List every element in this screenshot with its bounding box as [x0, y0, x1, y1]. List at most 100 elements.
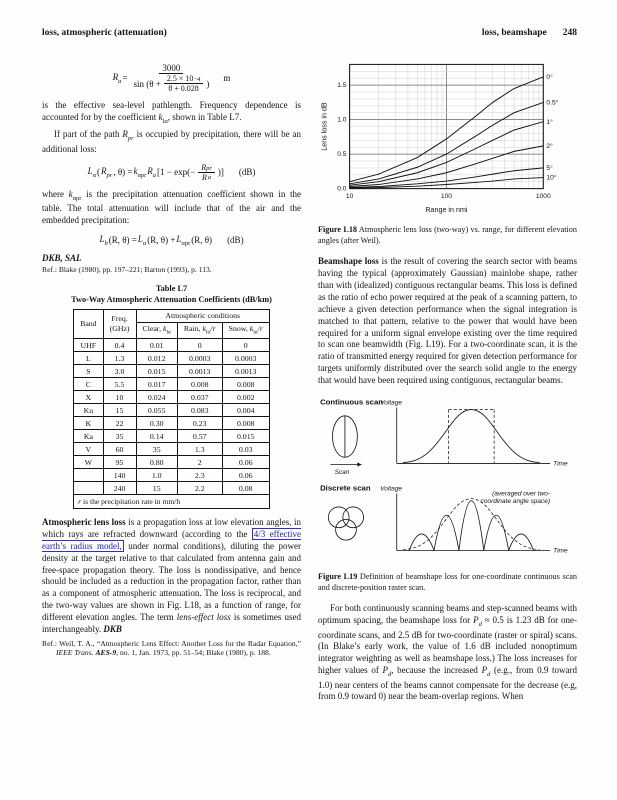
cell-snow: 0.002	[221, 390, 270, 404]
cell-rain: 0.57	[176, 429, 223, 443]
cell-band: K	[73, 416, 104, 430]
scan-arrow-icon	[357, 462, 362, 467]
cell-freq: 22	[102, 416, 137, 430]
time-axis-label-2: Time	[553, 547, 568, 554]
svg-text:10°: 10°	[546, 174, 556, 182]
cell-rain: 2.3	[176, 468, 223, 482]
cell-clear: 0.30	[135, 416, 178, 430]
table-row: L 1.3 0.012 0.0003 0.0003	[73, 351, 270, 365]
continuous-scan-label: Continuous scan	[320, 397, 383, 406]
left-column: Ra = 3000 sin (θ + 2.5 × 10 −4 θ + 0.028 …	[42, 56, 301, 706]
svg-text:1.0: 1.0	[337, 117, 347, 124]
table-row: K 22 0.30 0.23 0.008	[73, 416, 270, 430]
cell-rain: 0.0003	[176, 351, 223, 365]
equation-total-attenuation: Lb (R, θ) = Lα (R, θ) + Lαpr (R, θ) (dB)	[99, 233, 244, 247]
para-beamshape-loss: Beamshape loss is the result of covering…	[318, 256, 578, 386]
fig18-caption: Figure L18 Atmospheric lens loss (two-wa…	[318, 225, 577, 245]
link-effective-earth-radius-model[interactable]: 4/3 effective earth’s radius model,	[42, 527, 301, 552]
cell-rain: 0	[176, 338, 223, 352]
time-axis-label: Time	[553, 460, 568, 467]
svg-text:0.0: 0.0	[337, 186, 347, 193]
col-header-clear: Clear, klα	[135, 321, 178, 340]
ref-weil: Ref.: Weil, T. A., “Atmospheric Lens Eff…	[42, 638, 301, 658]
beam-circle-icon	[335, 518, 357, 541]
svg-text:5°: 5°	[546, 164, 553, 172]
cell-band: L	[73, 351, 104, 365]
svg-text:2°: 2°	[546, 142, 553, 150]
col-header-freq: Freq. (GHz)	[102, 308, 137, 340]
cell-snow: 0.0013	[221, 364, 270, 378]
cell-clear: 0.055	[135, 403, 178, 417]
discrete-scan-label: Discrete scan	[320, 483, 371, 492]
cell-freq: 1.3	[102, 351, 137, 365]
cell-freq: 95	[102, 455, 137, 469]
cell-band	[73, 468, 104, 482]
cell-clear: 0.01	[135, 338, 178, 352]
cell-freq: 140	[102, 468, 137, 482]
col-header-snow: Snow, klα/r	[221, 321, 270, 340]
table-row: C 5.5 0.017 0.008 0.008	[73, 377, 270, 391]
cell-freq: 15	[102, 403, 137, 417]
cell-snow: 0.008	[221, 377, 270, 391]
beam-circle-icon	[342, 506, 364, 529]
cell-band: X	[73, 390, 104, 404]
cell-band: V	[73, 442, 104, 456]
table-row: V 60 35 1.3 0.03	[73, 442, 270, 456]
svg-text:0.5: 0.5	[337, 151, 347, 158]
right-column: 10 100 1000 0.0 0.5 1.0 1.5 Range in nmi Lens lo…	[318, 56, 577, 706]
cell-freq: 5.5	[102, 377, 137, 391]
beamshape-diagram: Continuous scan Scan Voltage Time Discr	[320, 397, 568, 554]
cell-band: W	[73, 455, 104, 469]
table-footnote: r is the precipitation rate in mm/h	[73, 494, 270, 509]
cell-band: S	[73, 364, 104, 378]
averaged-note-line2: coordinate angle space)	[481, 498, 551, 505]
cell-clear: 0.80	[135, 455, 178, 469]
cell-rain: 1.3	[176, 442, 223, 456]
cell-rain: 0.23	[176, 416, 223, 430]
svg-text:10: 10	[346, 193, 354, 200]
cell-snow: 0.004	[221, 403, 270, 417]
cell-snow: 0.015	[221, 429, 270, 443]
col-header-band: Band	[73, 308, 104, 340]
cell-snow: 0.03	[221, 442, 270, 456]
beam-circle-icon	[327, 506, 350, 529]
cell-snow: 0.06	[221, 455, 270, 469]
cell-freq: 60	[102, 442, 137, 456]
cell-band: Ku	[73, 403, 104, 417]
cell-clear: 0.012	[135, 351, 178, 365]
cell-clear: 0.14	[135, 429, 178, 443]
cell-rain: 0.0013	[176, 364, 223, 378]
cell-band: C	[73, 377, 104, 391]
running-head: loss, atmospheric (attenuation) loss, be…	[42, 28, 577, 38]
author-initials: DKB, SAL	[42, 253, 82, 264]
cell-snow: 0.0003	[221, 351, 270, 365]
cell-band: UHF	[73, 338, 104, 352]
cell-clear: 1.0	[135, 468, 178, 482]
voltage-axis-label-2: Voltage	[380, 485, 402, 492]
running-head-right: loss, beamshape	[481, 28, 547, 38]
page-number: 248	[562, 28, 577, 38]
cell-clear: 15	[135, 481, 178, 495]
table-row: Ku 15 0.055 0.083 0.004	[73, 403, 270, 417]
cell-rain: 2.2	[176, 481, 223, 495]
para-pathlength: is the effective sea-level pathlength. F…	[42, 100, 301, 125]
attenuation-coefficients-table: Band Freq. (GHz) Atmospheric conditions C…	[73, 308, 270, 509]
table-row: X 10 0.024 0.037 0.002	[73, 390, 270, 404]
cell-clear: 0.017	[135, 377, 178, 391]
cell-freq: 240	[102, 481, 137, 495]
svg-text:100: 100	[441, 193, 452, 200]
fig19-caption: Figure L19 Definition of beamshape loss …	[318, 571, 577, 592]
averaged-note-line1: (averaged over two-	[492, 491, 551, 498]
cell-clear: 0.015	[135, 364, 178, 378]
scan-label: Scan	[335, 469, 350, 476]
cell-freq: 10	[102, 390, 137, 404]
col-header-rain: Rain, klα/r	[176, 321, 223, 340]
svg-text:0°: 0°	[546, 73, 553, 81]
cell-freq: 35	[102, 429, 137, 443]
cell-snow: 0.08	[221, 481, 270, 495]
para-precipitation-intro: If part of the path Rpr is occupied by p…	[42, 129, 301, 154]
figure-l19: Continuous scan Scan Voltage Time Discr	[318, 395, 577, 593]
cell-rain: 0.037	[176, 390, 223, 404]
